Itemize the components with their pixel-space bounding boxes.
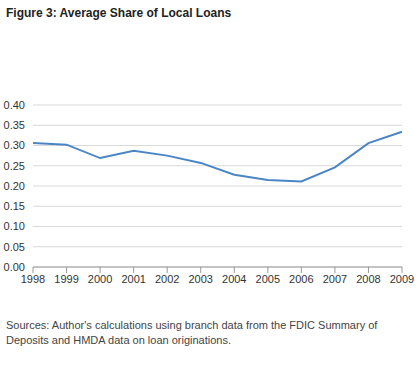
svg-text:1998: 1998 — [21, 273, 45, 285]
svg-text:2008: 2008 — [356, 273, 380, 285]
svg-text:0.20: 0.20 — [8, 180, 25, 192]
svg-text:2004: 2004 — [222, 273, 246, 285]
html-text:Figure 3: Average Share of Loc: Figure 3: Average Share of Local Loans — [6, 6, 232, 20]
svg-text:2007: 2007 — [323, 273, 347, 285]
html-text:Sources: Author's calculations: Sources: Author's calculations using bra… — [6, 319, 378, 346]
svg-text:2003: 2003 — [188, 273, 212, 285]
svg-text:2002: 2002 — [155, 273, 179, 285]
svg-text:0.30: 0.30 — [8, 139, 25, 151]
svg-text:0.40: 0.40 — [8, 99, 25, 111]
svg-text:0.15: 0.15 — [8, 200, 25, 212]
svg-text:0.00: 0.00 — [8, 261, 25, 273]
svg-text:0.35: 0.35 — [8, 119, 25, 131]
svg-text:2005: 2005 — [256, 273, 280, 285]
svg-text:2001: 2001 — [121, 273, 145, 285]
svg-text:1999: 1999 — [54, 273, 78, 285]
svg-text:0.10: 0.10 — [8, 220, 25, 232]
svg-text:0.25: 0.25 — [8, 160, 25, 172]
svg-text:2000: 2000 — [88, 273, 112, 285]
svg-text:2009: 2009 — [390, 273, 412, 285]
svg-text:0.05: 0.05 — [8, 241, 25, 253]
svg-text:2006: 2006 — [289, 273, 313, 285]
